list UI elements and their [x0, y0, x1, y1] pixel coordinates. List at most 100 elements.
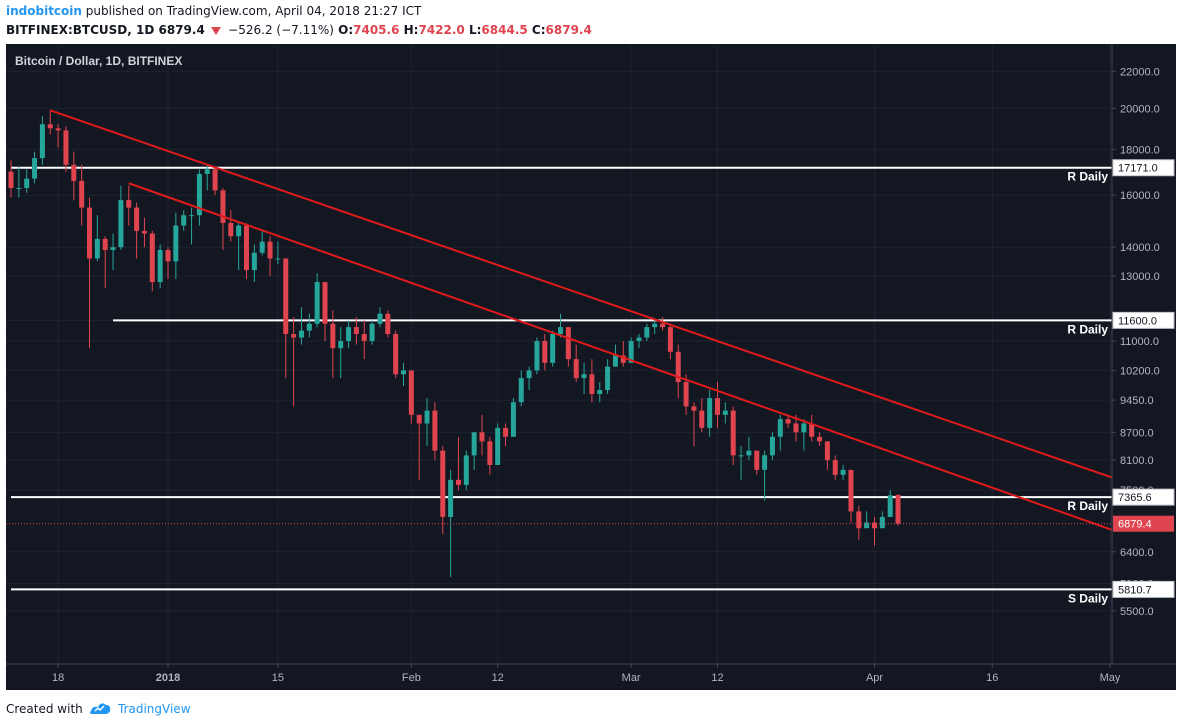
- candle-body: [565, 327, 571, 360]
- price-tick-label: 10200.0: [1120, 365, 1160, 377]
- price-tick-label: 20000.0: [1120, 103, 1160, 115]
- tradingview-logo-icon[interactable]: [88, 700, 112, 716]
- candle-body: [126, 200, 132, 208]
- candle-body: [526, 370, 532, 379]
- trendlines[interactable]: [49, 109, 1134, 539]
- candle-body: [298, 330, 304, 338]
- candles: [8, 110, 901, 577]
- candle-body: [149, 233, 155, 283]
- candle-body: [157, 249, 163, 283]
- time-tick-label: Apr: [866, 672, 883, 684]
- level-price-label: 17171.0: [1118, 163, 1158, 175]
- level-price-badge: [1112, 159, 1175, 177]
- down-arrow-icon: [210, 26, 221, 35]
- low-label: L:: [468, 23, 482, 37]
- price-tick-label: 8700.0: [1120, 427, 1154, 439]
- symbol-info: BITFINEX:BTCUSD, 1D 6879.4 −526.2 (−7.11…: [6, 23, 592, 37]
- last-price: 6879.4: [158, 23, 205, 37]
- candle-body: [87, 207, 92, 259]
- open-label: O:: [338, 23, 354, 37]
- time-tick-label: Feb: [402, 672, 421, 684]
- candle-body: [644, 327, 650, 338]
- candle-body: [212, 169, 218, 191]
- candle-body: [487, 441, 493, 465]
- price-tick-label: 16000.0: [1120, 190, 1160, 202]
- candle-body: [385, 313, 391, 335]
- candle-body: [879, 516, 885, 529]
- price-tick-label: 14000.0: [1120, 242, 1160, 254]
- candle-body: [801, 423, 807, 433]
- candle-body: [338, 341, 344, 349]
- candle-body: [691, 406, 697, 411]
- time-tick-label: Mar: [622, 672, 641, 684]
- grid-lines: [6, 44, 1112, 664]
- candle-body: [652, 323, 658, 328]
- trendline[interactable]: [49, 109, 1134, 486]
- time-tick-label: 12: [492, 672, 504, 684]
- candle-body: [314, 282, 320, 324]
- candle-body: [8, 171, 14, 188]
- created-with-text: Created with: [6, 702, 83, 716]
- price-tick-label: 22000.0: [1120, 66, 1160, 78]
- candle-body: [479, 432, 485, 442]
- time-axis[interactable]: 18 2018 15 Feb 12 Mar 12 Apr 16 May: [6, 663, 1176, 684]
- candle-body: [895, 495, 901, 524]
- price-tick-label: 6400.0: [1120, 547, 1154, 559]
- candle-body: [769, 436, 775, 456]
- candle-body: [165, 249, 171, 262]
- candle-body: [236, 225, 242, 237]
- close-label: C:: [531, 23, 546, 37]
- candle-body: [424, 410, 430, 424]
- candle-body: [675, 351, 681, 383]
- high-label: H:: [403, 23, 419, 37]
- chart-panel[interactable]: R Daily R Daily R Daily S Daily 22000.0 2000…: [6, 44, 1176, 690]
- price-axis[interactable]: 22000.0 20000.0 18000.0 16000.0 14000.0 13000…: [1111, 44, 1176, 690]
- candle-body: [322, 282, 328, 324]
- candle-body: [63, 130, 69, 165]
- candle-body: [581, 374, 587, 379]
- level-tag: R Daily: [1067, 499, 1108, 513]
- candle-body: [495, 427, 501, 465]
- time-tick-label: 16: [986, 672, 998, 684]
- tradingview-link[interactable]: TradingView: [118, 702, 191, 716]
- candle-body: [840, 469, 846, 475]
- candle-body: [110, 247, 116, 250]
- candle-body: [47, 124, 53, 129]
- time-tick-label: 15: [272, 672, 284, 684]
- candle-body: [181, 215, 187, 226]
- level-price-label: 7365.6: [1118, 492, 1152, 504]
- price-chart[interactable]: R Daily R Daily R Daily S Daily 22000.0 2000…: [6, 44, 1176, 690]
- candle-body: [612, 355, 618, 367]
- price-tick-label: 9450.0: [1120, 395, 1154, 407]
- publish-info: indobitcoin published on TradingView.com…: [6, 4, 421, 18]
- footer: Created with TradingView: [0, 690, 1182, 726]
- candle-body: [455, 479, 461, 485]
- candle-body: [267, 241, 273, 259]
- candle-body: [369, 323, 375, 342]
- price-tick-label: 8100.0: [1120, 455, 1154, 467]
- price-tick-label: 11000.0: [1120, 336, 1159, 348]
- candle-body: [196, 173, 202, 216]
- candle-body: [393, 334, 399, 375]
- candle-body: [534, 341, 540, 371]
- candle-body: [683, 382, 689, 407]
- level-tag: R Daily: [1067, 170, 1108, 184]
- level-price-badge: [1112, 488, 1175, 506]
- candle-body: [589, 374, 595, 395]
- candle-body: [620, 355, 626, 363]
- candle-body: [848, 469, 854, 512]
- candle-body: [597, 389, 603, 395]
- publisher-link[interactable]: indobitcoin: [6, 4, 82, 18]
- candle-body: [722, 410, 728, 415]
- trendline[interactable]: [128, 182, 1134, 539]
- candle-body: [746, 450, 752, 456]
- candle-body: [542, 341, 548, 363]
- time-tick-label: 2018: [156, 672, 180, 684]
- candle-body: [440, 450, 446, 517]
- candle-body: [220, 190, 226, 223]
- candle-body: [660, 323, 666, 328]
- candle-body: [856, 511, 862, 529]
- candle-body: [715, 398, 720, 415]
- candle-body: [259, 241, 265, 253]
- candle-body: [777, 419, 783, 437]
